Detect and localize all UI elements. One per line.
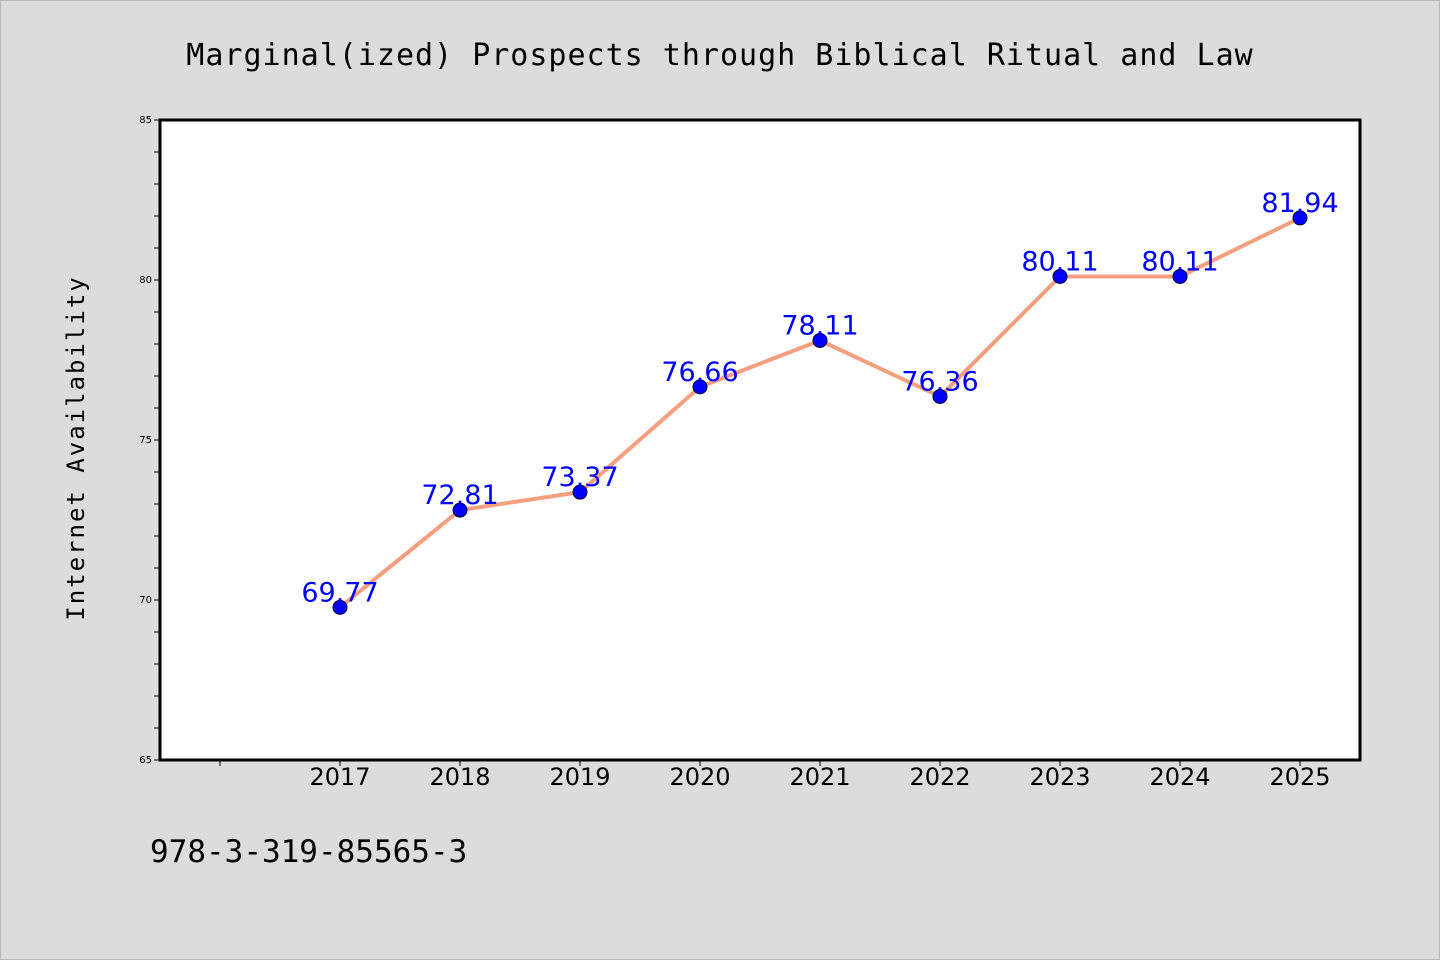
data-label: 76.36: [901, 366, 978, 397]
data-label: 69.77: [301, 577, 378, 608]
data-point: [572, 484, 588, 500]
y-tick-label: 80: [139, 275, 152, 286]
x-axis: 2017 2018 2019 2020 2021 2022 2023 2024 2025: [219, 760, 1331, 791]
x-tick-label: 2021: [789, 763, 850, 791]
x-tick-label: 2022: [909, 763, 970, 791]
data-point: [812, 332, 828, 348]
data-label: 78.11: [781, 310, 858, 341]
data-point: [1052, 268, 1068, 284]
data-label: 80.11: [1141, 246, 1218, 277]
data-point: [452, 502, 468, 518]
x-tick-label: 2023: [1029, 763, 1090, 791]
data-label: 76.66: [661, 357, 738, 388]
data-point: [932, 388, 948, 404]
data-point: [692, 379, 708, 395]
y-tick-label: 70: [139, 595, 152, 606]
data-label: 80.11: [1021, 246, 1098, 277]
data-point: [1172, 268, 1188, 284]
chart-title: Marginal(ized) Prospects through Biblica…: [186, 38, 1254, 73]
data-labels: 69.77 72.81 73.37 76.66 78.11 76.36 80.11 80.11…: [301, 188, 1338, 608]
y-tick-label: 65: [139, 755, 152, 766]
series-group: [332, 210, 1308, 615]
x-tick-label: 2018: [429, 763, 490, 791]
data-label: 72.81: [421, 480, 498, 511]
y-tick-label: 85: [139, 115, 152, 126]
x-tick-label: 2020: [669, 763, 730, 791]
y-tick-label: 75: [139, 435, 152, 446]
isbn-text: 978-3-319-85565-3: [150, 834, 468, 870]
x-tick-label: 2024: [1149, 763, 1210, 791]
data-point: [332, 599, 348, 615]
y-axis: 65 70 75 80 85: [139, 115, 160, 766]
x-tick-label: 2025: [1269, 763, 1330, 791]
x-tick-label: 2017: [309, 763, 370, 791]
data-label: 81.94: [1261, 188, 1338, 219]
data-label: 73.37: [541, 462, 618, 493]
plot-area: [158, 118, 1362, 762]
data-point: [1292, 210, 1308, 226]
x-tick-label: 2019: [549, 763, 610, 791]
